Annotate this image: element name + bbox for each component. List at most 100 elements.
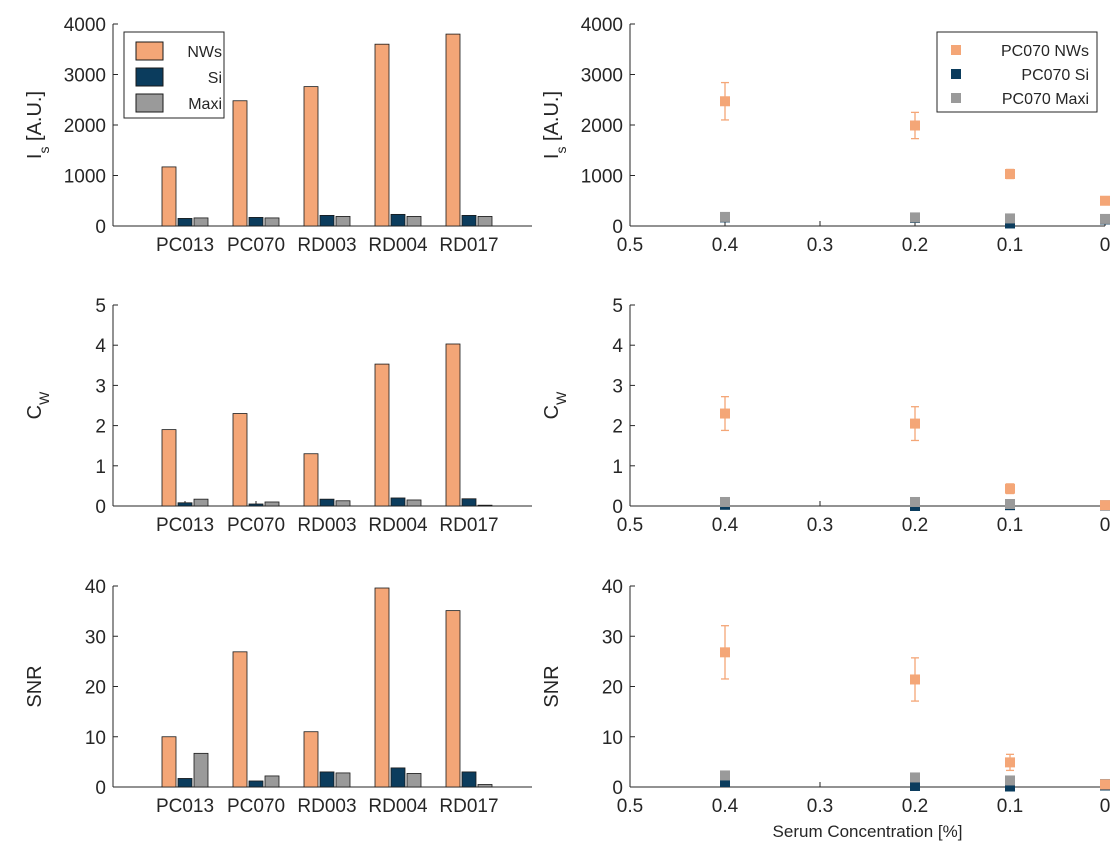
y-axis-label: SNR xyxy=(24,665,46,707)
y-tick-label: 3 xyxy=(612,376,623,397)
x-tick-label: 0.3 xyxy=(807,515,833,536)
point-pc070-nws xyxy=(1005,757,1015,768)
x-tick-label: RD003 xyxy=(297,515,356,536)
y-tick-label: 0 xyxy=(612,497,623,518)
x-tick-label: RD017 xyxy=(439,515,498,536)
bar-maxi xyxy=(335,772,351,788)
y-tick-label: 5 xyxy=(95,296,106,317)
y-axis-label: Is [A.U.] xyxy=(541,91,569,159)
y-tick-label: 1000 xyxy=(581,167,623,188)
x-tick-label: 0.2 xyxy=(902,515,928,536)
x-tick-label: 0.1 xyxy=(997,235,1023,256)
y-axis-label-sub: s xyxy=(36,147,52,154)
y-axis-label-main: SNR xyxy=(24,665,46,707)
legend-box xyxy=(936,31,1098,113)
bar-nws xyxy=(161,736,177,788)
y-tick-label: 2 xyxy=(612,417,623,438)
y-tick-label: 2000 xyxy=(64,116,106,137)
chart-snr-scatter: 0 10 20 30 40 SNR 0.5 0.4 0.3 0.2 0.1 0 Serum Concen… xyxy=(541,577,1110,841)
bar-si xyxy=(248,503,264,507)
x-tick-label: 0 xyxy=(1100,515,1111,536)
point-pc070-nws xyxy=(720,647,730,658)
x-tick-label: 0 xyxy=(1100,235,1111,256)
bar-si xyxy=(319,498,335,507)
y-axis-label-sub: W xyxy=(36,391,52,405)
y-tick-label: 40 xyxy=(85,577,106,598)
x-tick-label: 0.2 xyxy=(902,235,928,256)
chart-is-scatter: 0 1000 2000 3000 4000 Is [A.U.] 0.5 0.4 0.3 0.2 0.… xyxy=(541,15,1110,256)
y-tick-label: 0 xyxy=(95,778,106,799)
chart-is-bar: 0 1000 2000 3000 4000 Is [A.U.] PC013 PC070 RD00… xyxy=(24,15,532,256)
y-tick-label: 10 xyxy=(602,728,623,749)
bar-maxi xyxy=(406,499,422,507)
y-tick-label: 10 xyxy=(85,728,106,749)
y-axis-label-main: SNR xyxy=(541,665,563,707)
legend-swatch xyxy=(135,67,164,87)
y-tick-label: 1 xyxy=(612,457,623,478)
point-pc070-maxi xyxy=(1005,498,1015,509)
point-pc070-maxi xyxy=(910,772,920,783)
legend-marker xyxy=(951,69,961,79)
y-tick-label: 0 xyxy=(612,217,623,238)
y-axis-label: SNR xyxy=(541,665,563,707)
bar-si xyxy=(390,497,406,507)
y-tick-label: 2 xyxy=(95,417,106,438)
point-pc070-maxi xyxy=(720,496,730,507)
y-tick-label: 2000 xyxy=(581,116,623,137)
bar-nws xyxy=(161,166,177,227)
legend-entry-label: Si xyxy=(208,70,222,87)
bar-nws xyxy=(445,610,461,788)
point-pc070-maxi xyxy=(910,212,920,223)
bar-maxi xyxy=(264,775,280,788)
point-pc070-nws xyxy=(720,96,730,107)
y-tick-label: 0 xyxy=(95,497,106,518)
x-tick-label: RD004 xyxy=(368,796,428,817)
legend-swatch xyxy=(135,93,164,113)
bar-maxi xyxy=(193,498,209,507)
x-tick-label: 0.5 xyxy=(617,235,643,256)
bar-si xyxy=(319,771,335,788)
bar-maxi xyxy=(477,784,493,788)
y-tick-label: 30 xyxy=(85,627,106,648)
point-pc070-maxi xyxy=(720,770,730,781)
bar-maxi xyxy=(264,217,280,227)
bar-maxi xyxy=(477,216,493,227)
point-pc070-maxi xyxy=(1005,775,1015,786)
y-axis-label-main: C xyxy=(541,405,563,419)
x-tick-label: PC070 xyxy=(227,796,285,817)
x-tick-label: 0.5 xyxy=(617,515,643,536)
y-tick-label: 20 xyxy=(85,678,106,699)
legend-entry-label: PC070 NWs xyxy=(1001,43,1089,60)
bar-maxi xyxy=(264,501,280,507)
point-pc070-nws xyxy=(910,120,920,131)
bar-maxi xyxy=(335,216,351,227)
y-tick-label: 4000 xyxy=(64,15,106,36)
bar-nws xyxy=(161,429,177,507)
x-tick-label: 0.3 xyxy=(807,796,833,817)
bar-nws xyxy=(374,43,390,227)
y-axis-label: CW xyxy=(541,391,569,419)
bar-si xyxy=(461,214,477,227)
y-tick-label: 3 xyxy=(95,376,106,397)
bar-si xyxy=(177,218,193,227)
chart-cw-bar: 0 1 2 3 4 5 CW PC013 PC070 RD003 RD004 RD017 xyxy=(24,296,532,536)
x-tick-label: RD003 xyxy=(297,796,356,817)
y-tick-label: 3000 xyxy=(64,66,106,87)
x-tick-label: 0.2 xyxy=(902,796,928,817)
bar-si xyxy=(390,213,406,227)
legend-entry-label: NWs xyxy=(187,44,222,61)
bar-si xyxy=(390,767,406,788)
point-pc070-nws xyxy=(720,408,730,419)
point-pc070-si xyxy=(1005,218,1015,229)
y-tick-label: 1000 xyxy=(64,167,106,188)
y-axis-label-sub: s xyxy=(553,147,569,154)
y-axis-label-sub: W xyxy=(553,391,569,405)
y-tick-label: 4 xyxy=(612,336,623,357)
y-tick-label: 4000 xyxy=(581,15,623,36)
bar-nws xyxy=(232,651,248,788)
point-pc070-maxi xyxy=(720,211,730,222)
y-tick-label: 5 xyxy=(612,296,623,317)
bar-maxi xyxy=(406,216,422,227)
chart-cw-scatter: 0 1 2 3 4 5 CW 0.5 0.4 0.3 0.2 0.1 0 xyxy=(541,296,1110,536)
